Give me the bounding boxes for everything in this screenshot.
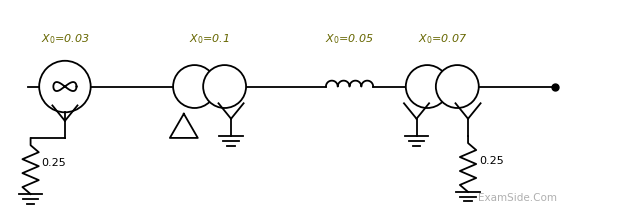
Text: ExamSide.Com: ExamSide.Com [479,193,557,203]
Circle shape [436,65,479,108]
Circle shape [406,65,449,108]
Text: 0.25: 0.25 [41,158,66,168]
Text: 0.25: 0.25 [479,156,503,166]
Text: $X_0$=0.05: $X_0$=0.05 [325,32,374,46]
Circle shape [203,65,246,108]
Circle shape [39,61,91,112]
Text: $X_0$=0.1: $X_0$=0.1 [189,32,230,46]
Circle shape [173,65,216,108]
Text: $X_0$=0.03: $X_0$=0.03 [41,32,89,46]
Text: $X_0$=0.07: $X_0$=0.07 [418,32,467,46]
